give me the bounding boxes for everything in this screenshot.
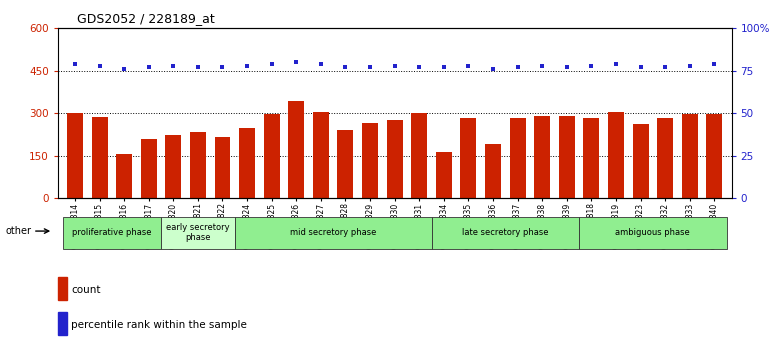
Bar bbox=[58, 312, 66, 335]
Point bbox=[266, 61, 278, 67]
Point bbox=[118, 66, 130, 72]
Bar bbox=[141, 139, 157, 198]
Point bbox=[561, 64, 573, 70]
Bar bbox=[67, 113, 83, 198]
FancyBboxPatch shape bbox=[431, 217, 579, 249]
Bar bbox=[190, 132, 206, 198]
Bar bbox=[485, 144, 501, 198]
Bar bbox=[215, 137, 230, 198]
Point bbox=[536, 63, 548, 69]
Point bbox=[437, 64, 450, 70]
Text: early secretory
phase: early secretory phase bbox=[166, 223, 229, 242]
Point bbox=[684, 63, 696, 69]
Text: mid secretory phase: mid secretory phase bbox=[290, 228, 377, 237]
Point bbox=[216, 64, 229, 70]
Point bbox=[487, 66, 499, 72]
Text: proliferative phase: proliferative phase bbox=[72, 228, 152, 237]
Point bbox=[290, 59, 303, 65]
Point bbox=[167, 63, 179, 69]
Bar bbox=[460, 118, 477, 198]
Text: percentile rank within the sample: percentile rank within the sample bbox=[71, 320, 247, 330]
Bar bbox=[534, 115, 550, 198]
Point bbox=[610, 61, 622, 67]
Bar bbox=[288, 101, 304, 198]
Bar bbox=[706, 114, 722, 198]
Point bbox=[585, 63, 598, 69]
Text: late secretory phase: late secretory phase bbox=[462, 228, 548, 237]
Text: other: other bbox=[5, 226, 32, 236]
FancyBboxPatch shape bbox=[62, 217, 161, 249]
Bar bbox=[58, 277, 66, 300]
Point bbox=[93, 63, 105, 69]
FancyBboxPatch shape bbox=[579, 217, 727, 249]
Bar bbox=[116, 154, 132, 198]
Bar bbox=[657, 118, 673, 198]
Bar bbox=[510, 118, 526, 198]
Bar bbox=[263, 114, 280, 198]
Bar bbox=[584, 118, 599, 198]
Point bbox=[142, 64, 155, 70]
Point bbox=[69, 61, 81, 67]
Point bbox=[364, 64, 377, 70]
Point bbox=[315, 61, 327, 67]
Bar bbox=[362, 123, 378, 198]
Bar bbox=[608, 112, 624, 198]
Bar bbox=[559, 116, 574, 198]
Bar bbox=[436, 152, 452, 198]
Point bbox=[413, 64, 425, 70]
Bar bbox=[681, 114, 698, 198]
Bar bbox=[387, 120, 403, 198]
Bar bbox=[166, 135, 181, 198]
Bar bbox=[92, 117, 108, 198]
Text: GDS2052 / 228189_at: GDS2052 / 228189_at bbox=[77, 12, 215, 25]
Point bbox=[340, 64, 352, 70]
Point bbox=[241, 63, 253, 69]
Point bbox=[388, 63, 400, 69]
Bar bbox=[337, 130, 353, 198]
Bar bbox=[411, 113, 427, 198]
Text: count: count bbox=[71, 285, 101, 295]
Bar bbox=[632, 124, 648, 198]
Point bbox=[634, 64, 647, 70]
Point bbox=[462, 63, 474, 69]
Bar bbox=[239, 128, 255, 198]
Point bbox=[511, 64, 524, 70]
FancyBboxPatch shape bbox=[235, 217, 431, 249]
Text: ambiguous phase: ambiguous phase bbox=[615, 228, 690, 237]
FancyBboxPatch shape bbox=[161, 217, 235, 249]
Point bbox=[192, 64, 204, 70]
Point bbox=[659, 64, 671, 70]
Bar bbox=[313, 112, 329, 198]
Point bbox=[708, 61, 721, 67]
